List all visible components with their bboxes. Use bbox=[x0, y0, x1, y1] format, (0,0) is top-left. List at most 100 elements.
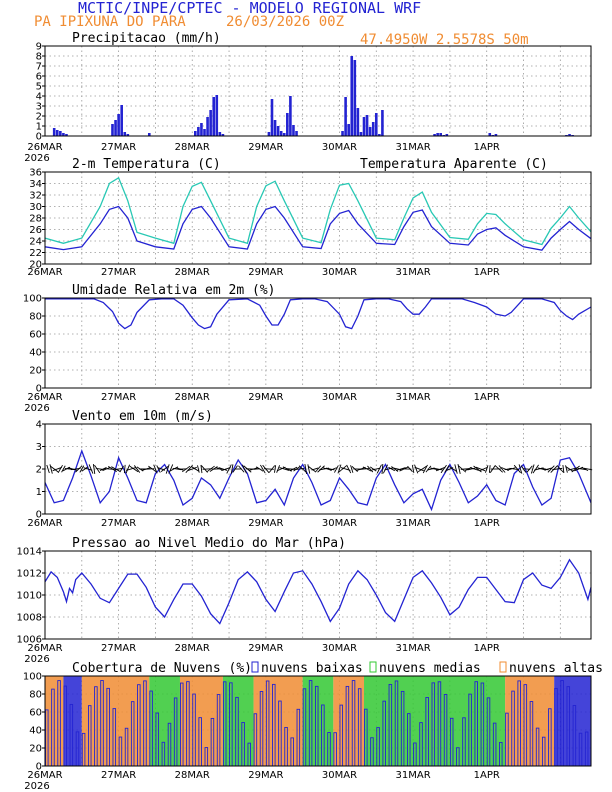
precip-bar bbox=[123, 132, 127, 136]
wind-vector bbox=[83, 467, 93, 471]
cloud-legend-low: nuvens baixas bbox=[261, 661, 363, 676]
wind-vector bbox=[562, 464, 565, 474]
press-xtick-year: 2026 bbox=[24, 654, 49, 665]
temp-ytick-label: 22 bbox=[29, 248, 42, 259]
precip-ytick-label: 3 bbox=[36, 102, 42, 113]
wind-vector bbox=[338, 465, 347, 473]
wind-vector bbox=[289, 466, 298, 472]
wind-vector bbox=[307, 464, 311, 474]
precip-bar bbox=[494, 134, 498, 136]
wind-xtick-label: 1APR bbox=[474, 518, 500, 529]
press-xtick-label: 1APR bbox=[474, 643, 500, 654]
clouds-plot-frame bbox=[44, 675, 592, 767]
press-xtick-label: 26MAR bbox=[27, 643, 62, 654]
wind-vector bbox=[317, 465, 325, 473]
wind-vector bbox=[369, 466, 377, 472]
precip-bar bbox=[344, 97, 347, 136]
wind-vector bbox=[181, 465, 191, 473]
wind-ytick-label: 3 bbox=[36, 442, 42, 453]
wind-vector bbox=[274, 465, 277, 473]
wind-vector bbox=[268, 465, 276, 473]
wind-vector bbox=[556, 465, 564, 473]
wind-xtick-label: 27MAR bbox=[101, 518, 136, 529]
precip-bar bbox=[436, 133, 439, 136]
precip-bar bbox=[267, 132, 271, 136]
precip-bar bbox=[273, 120, 277, 136]
header-run: 26/03/2026 00Z bbox=[226, 14, 344, 30]
precip-bar bbox=[147, 133, 151, 136]
press-xtick-label: 27MAR bbox=[101, 643, 136, 654]
clouds-ytick-label: 80 bbox=[29, 690, 42, 701]
wind-vector bbox=[52, 466, 63, 472]
wind-vector bbox=[206, 465, 215, 473]
wind-vector bbox=[191, 466, 200, 472]
wind-vector bbox=[544, 467, 552, 471]
wind-vector bbox=[395, 467, 406, 471]
wind-vector bbox=[567, 467, 578, 471]
wind-vector bbox=[334, 465, 339, 473]
wind-vector bbox=[197, 465, 200, 473]
precip-bar bbox=[295, 131, 298, 136]
wind-xtick-label: 28MAR bbox=[175, 518, 210, 529]
wind-vector bbox=[526, 465, 533, 473]
header-location: PA IPIXUNA DO PARA bbox=[34, 14, 186, 30]
rh-xtick-year: 2026 bbox=[24, 403, 49, 414]
wind-vector bbox=[46, 464, 50, 474]
press-ytick-label: 1014 bbox=[17, 547, 42, 558]
rh-title: Umidade Relativa em 2m (%) bbox=[72, 283, 276, 298]
press-ytick-label: 1010 bbox=[17, 591, 42, 602]
header-coords: 47.4950W 2.5578S 50m bbox=[360, 32, 529, 48]
wind-vector bbox=[350, 465, 354, 473]
wind-vector bbox=[532, 464, 539, 474]
rh-plot-frame bbox=[44, 297, 592, 389]
wind-vector bbox=[384, 467, 393, 471]
rh-xtick-label: 28MAR bbox=[175, 392, 210, 403]
precip-bar bbox=[353, 60, 357, 136]
wind-vector bbox=[99, 467, 107, 471]
precip-bar bbox=[292, 125, 295, 136]
precip-bar bbox=[203, 129, 206, 136]
wind-vector bbox=[435, 466, 446, 472]
wind-vector bbox=[494, 465, 504, 473]
precip-bar bbox=[65, 134, 68, 136]
wind-vector bbox=[581, 466, 589, 472]
wind-vector bbox=[111, 466, 120, 472]
precip-xtick-label: 27MAR bbox=[101, 142, 136, 153]
wind-vector bbox=[125, 467, 136, 471]
wind-vector bbox=[241, 464, 247, 474]
precip-ytick-label: 2 bbox=[36, 112, 42, 123]
wind-vector bbox=[414, 464, 419, 474]
clouds-xtick-label: 1APR bbox=[474, 770, 500, 781]
temp-xtick-label: 26MAR bbox=[27, 267, 62, 278]
wind-series-line bbox=[44, 449, 592, 512]
wind-vector bbox=[430, 467, 439, 471]
wind-vector bbox=[362, 466, 372, 472]
wind-vector bbox=[488, 465, 491, 473]
precip-plot-frame bbox=[44, 45, 592, 137]
temp-series-line bbox=[44, 176, 592, 246]
temp-legend-apparent: Temperatura Aparente (C) bbox=[360, 157, 548, 172]
precip-bar bbox=[289, 96, 292, 136]
wind-vector bbox=[57, 464, 63, 474]
precip-bar bbox=[356, 108, 360, 136]
wind-vector bbox=[114, 467, 123, 471]
wind-xtick-label: 30MAR bbox=[322, 518, 357, 529]
wind-vector bbox=[411, 465, 415, 473]
precip-xtick-label: 31MAR bbox=[396, 142, 431, 153]
temp-xtick-label: 28MAR bbox=[175, 267, 210, 278]
precip-ytick-label: 8 bbox=[36, 52, 42, 63]
wind-vector bbox=[449, 466, 457, 472]
wind-vector bbox=[81, 466, 89, 472]
temp-ytick-label: 36 bbox=[29, 168, 42, 179]
wind-vector bbox=[160, 466, 169, 472]
temp-xtick-label: 31MAR bbox=[396, 267, 431, 278]
wind-vector bbox=[498, 465, 506, 473]
rh-ytick-label: 40 bbox=[29, 348, 42, 359]
wind-vector bbox=[577, 467, 586, 471]
precip-bar bbox=[439, 133, 442, 136]
temp-xtick-label: 29MAR bbox=[248, 267, 283, 278]
precip-bar bbox=[282, 133, 286, 136]
press-xtick-label: 29MAR bbox=[248, 643, 283, 654]
temp-ytick-label: 26 bbox=[29, 225, 42, 236]
